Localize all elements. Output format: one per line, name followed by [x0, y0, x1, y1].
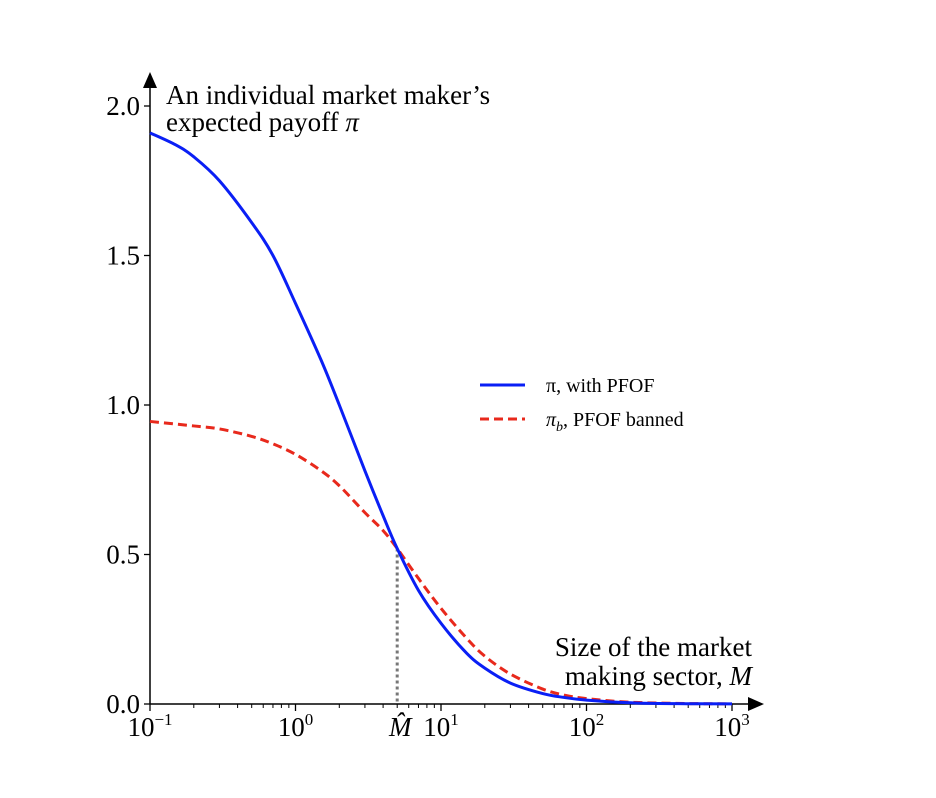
legend-red-rest: , PFOF banned: [563, 409, 684, 431]
x-tick-label: 10−1: [127, 710, 172, 742]
series-group: [149, 131, 733, 706]
y-axis-title-text: expected payoff: [166, 107, 345, 137]
x-tick-base: 10: [714, 712, 741, 742]
m-hat-label: M̂: [388, 712, 413, 742]
axes: [143, 72, 764, 711]
x-tick-label: 103: [714, 710, 750, 742]
x-axis-title-line2: making sector, M: [565, 661, 754, 691]
x-tick-label: 101: [423, 710, 459, 742]
y-tick-label: 1.5: [106, 241, 140, 271]
y-axis-title-line2: expected payoff π: [166, 107, 360, 137]
legend-label-blue: π, with PFOF: [546, 375, 654, 397]
series-with-pfof-line: [149, 131, 733, 706]
legend-red-subscript: b: [556, 420, 563, 435]
y-axis-title-line1: An individual market maker’s: [166, 80, 490, 110]
legend: π, with PFOF πb, PFOF banned: [480, 375, 684, 435]
x-ticks: 10−1 100 101 102 103: [127, 704, 750, 742]
x-tick-base: 10: [127, 712, 154, 742]
x-tick-label: 100: [278, 710, 314, 742]
x-tick-exponent: 0: [305, 710, 314, 729]
x-axis-arrow: [748, 697, 764, 711]
x-axis-title-line1: Size of the market: [555, 632, 753, 662]
x-tick-exponent: 1: [450, 710, 459, 729]
y-tick-label: 2.0: [106, 91, 140, 121]
y-ticks: 0.0 0.5 1.0 1.5 2.0: [106, 91, 150, 719]
y-tick-label: 0.0: [106, 689, 140, 719]
legend-label-red: πb, PFOF banned: [546, 409, 684, 435]
x-axis-title-symbol: M: [729, 661, 754, 691]
x-tick-exponent: −1: [154, 710, 172, 729]
y-axis-arrow: [143, 72, 157, 88]
y-tick-label: 0.5: [106, 540, 140, 570]
y-tick-label: 1.0: [106, 390, 140, 420]
x-tick-exponent: 3: [741, 710, 750, 729]
x-axis-title-text: making sector,: [565, 661, 730, 691]
series-pfof-banned-line: [149, 419, 733, 706]
x-tick-base: 10: [278, 712, 305, 742]
legend-red-symbol: π: [546, 409, 557, 431]
x-tick-base: 10: [569, 712, 596, 742]
x-tick-base: 10: [423, 712, 450, 742]
y-axis-title-symbol: π: [345, 107, 360, 137]
x-tick-exponent: 2: [596, 710, 605, 729]
x-tick-label: 102: [569, 710, 605, 742]
